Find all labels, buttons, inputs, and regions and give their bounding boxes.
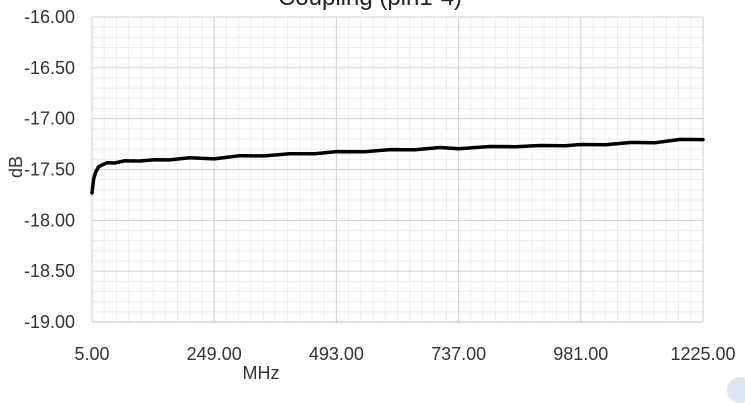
chart-svg: 5.00 249.00 493.00 737.00 981.00 1225.00 -16.0… — [6, 0, 736, 383]
series-layer — [90, 137, 705, 195]
chart: 5.00 249.00 493.00 737.00 981.00 1225.00 -16.0… — [6, 0, 745, 403]
x-tick-label: 249.00 — [187, 344, 242, 364]
grid — [91, 16, 704, 323]
y-tick-label: -17.00 — [24, 109, 75, 129]
decorative-blob — [727, 377, 745, 403]
y-tick-label: -17.50 — [24, 160, 75, 180]
tick-labels: 5.00 249.00 493.00 737.00 981.00 1225.00 -16.0… — [24, 7, 736, 364]
y-tick-label: -16.00 — [24, 7, 75, 27]
chart-title: Coupling (pin1-4) — [278, 0, 462, 11]
x-tick-label: 981.00 — [553, 344, 608, 364]
x-tick-label: 737.00 — [431, 344, 486, 364]
series-line — [90, 137, 705, 195]
x-axis-title: MHz — [243, 363, 280, 383]
y-axis-title: dB — [6, 156, 26, 178]
x-tick-label: 5.00 — [74, 344, 109, 364]
y-tick-label: -18.00 — [24, 210, 75, 230]
y-tick-label: -19.00 — [24, 312, 75, 332]
y-tick-label: -16.50 — [24, 58, 75, 78]
y-tick-label: -18.50 — [24, 261, 75, 281]
x-tick-label: 493.00 — [309, 344, 364, 364]
x-tick-label: 1225.00 — [670, 344, 735, 364]
